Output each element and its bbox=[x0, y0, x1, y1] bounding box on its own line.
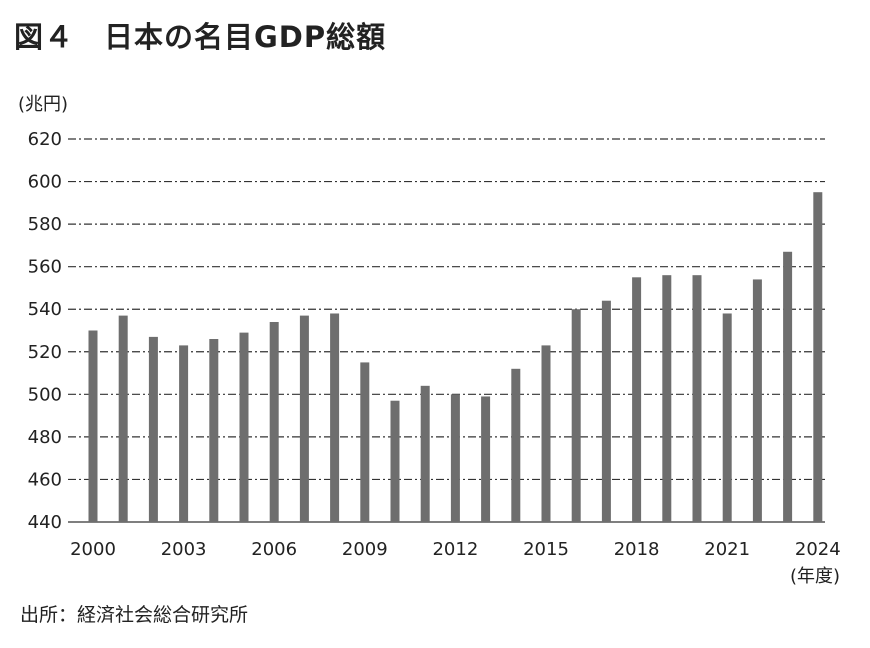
bar-2013 bbox=[481, 396, 491, 522]
y-tick-label: 580 bbox=[28, 214, 62, 235]
bar-2002 bbox=[148, 336, 158, 522]
bar-2021 bbox=[722, 313, 732, 522]
x-tick-label: 2018 bbox=[614, 539, 660, 560]
bar-2022 bbox=[752, 279, 762, 522]
bar-2012 bbox=[450, 394, 460, 522]
bar-2014 bbox=[511, 368, 521, 522]
bar-2000 bbox=[88, 330, 98, 522]
y-tick-label: 540 bbox=[28, 299, 62, 320]
bar-2007 bbox=[299, 315, 309, 522]
bar-2003 bbox=[179, 345, 189, 522]
x-tick-label: 2003 bbox=[161, 539, 207, 560]
bar-2018 bbox=[632, 277, 642, 522]
bar-2008 bbox=[330, 313, 340, 522]
bar-2009 bbox=[360, 362, 370, 522]
x-tick-label: 2015 bbox=[523, 539, 569, 560]
bar-2020 bbox=[692, 275, 702, 522]
bar-2011 bbox=[420, 385, 430, 522]
x-tick-label: 2021 bbox=[704, 539, 750, 560]
bar-2016 bbox=[571, 309, 581, 522]
y-tick-label: 500 bbox=[28, 384, 62, 405]
bar-2024 bbox=[813, 192, 823, 522]
chart-title: 図４ 日本の名目GDP総額 bbox=[14, 20, 387, 54]
bar-2019 bbox=[662, 275, 672, 522]
y-axis-unit-label: (兆円) bbox=[18, 94, 68, 115]
bar-2006 bbox=[269, 321, 279, 522]
x-tick-label: 2009 bbox=[342, 539, 388, 560]
bar-2010 bbox=[390, 400, 400, 522]
x-axis-unit-label: (年度) bbox=[790, 566, 840, 587]
y-tick-label: 460 bbox=[28, 469, 62, 490]
source-note: 出所：経済社会総合研究所 bbox=[20, 604, 249, 626]
bar-2005 bbox=[239, 332, 249, 522]
y-tick-label: 620 bbox=[28, 129, 62, 150]
x-tick-label: 2012 bbox=[432, 539, 478, 560]
bar-2004 bbox=[209, 339, 219, 522]
y-tick-label: 600 bbox=[28, 172, 62, 193]
bar-2023 bbox=[783, 251, 793, 522]
x-tick-label: 2006 bbox=[251, 539, 297, 560]
bar-2001 bbox=[118, 315, 128, 522]
y-tick-label: 480 bbox=[28, 427, 62, 448]
bar-2015 bbox=[541, 345, 551, 522]
y-tick-label: 560 bbox=[28, 257, 62, 278]
bar-2017 bbox=[601, 300, 611, 522]
x-tick-label: 2000 bbox=[70, 539, 116, 560]
x-tick-label: 2024 bbox=[795, 539, 841, 560]
y-tick-label: 520 bbox=[28, 342, 62, 363]
y-tick-label: 440 bbox=[28, 512, 62, 533]
